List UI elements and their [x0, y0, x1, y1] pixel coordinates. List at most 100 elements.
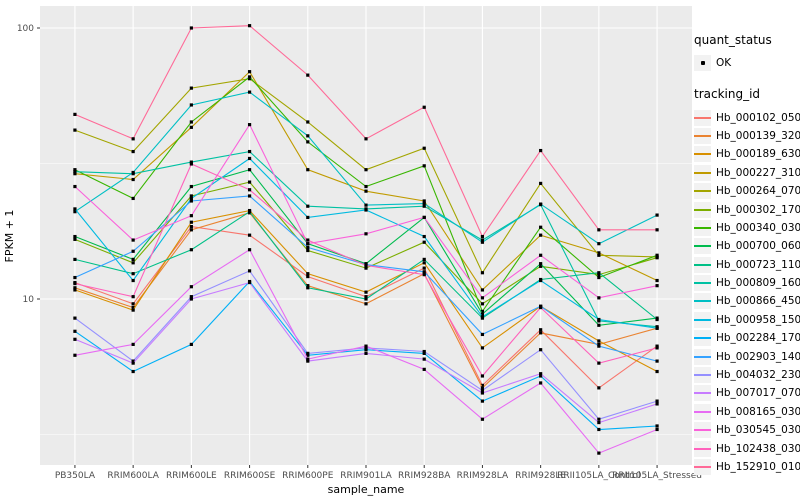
data-point — [422, 199, 426, 203]
x-axis-title: sample_name — [328, 483, 405, 496]
data-point — [539, 305, 543, 310]
data-point — [131, 177, 135, 182]
data-point — [480, 399, 485, 403]
legend-item-Hb_000139_320: Hb_000139_320 — [694, 127, 800, 145]
data-point — [247, 188, 252, 192]
data-point — [73, 207, 77, 211]
x-tick-label: RRIM600LE — [166, 471, 217, 481]
data-point — [597, 275, 601, 280]
series-Hb_007017_070 — [73, 280, 659, 425]
data-point — [131, 342, 135, 346]
legend-item-Hb_000723_110: Hb_000723_110 — [694, 256, 800, 274]
data-point — [422, 257, 426, 261]
data-point — [480, 388, 485, 392]
legend-item-label: Hb_152910_010 — [716, 461, 800, 473]
data-point — [73, 128, 77, 132]
data-point — [422, 270, 426, 274]
data-point — [247, 123, 252, 127]
data-point — [364, 208, 368, 212]
line-marker-icon — [694, 429, 711, 432]
line-marker-icon — [694, 282, 711, 285]
data-point — [597, 271, 601, 275]
data-point — [655, 228, 659, 232]
data-point — [131, 149, 135, 154]
data-point — [480, 240, 485, 244]
x-tick-label: RRIM928BA — [398, 471, 451, 481]
legend-item-Hb_000958_150: Hb_000958_150 — [694, 311, 800, 329]
y-axis-title: FPKM + 1 — [3, 210, 16, 263]
series-Hb_002284_170 — [73, 279, 659, 432]
data-point — [247, 168, 252, 172]
data-point — [73, 353, 77, 357]
legend-item-Hb_000302_170: Hb_000302_170 — [694, 200, 800, 218]
data-point — [480, 383, 485, 387]
legend-key — [694, 293, 711, 310]
data-point — [306, 272, 310, 276]
data-point — [364, 295, 368, 299]
line-marker-icon — [694, 171, 711, 174]
data-point — [480, 234, 485, 239]
line-marker-icon — [694, 466, 711, 468]
data-point — [131, 278, 135, 283]
data-point — [655, 359, 659, 363]
data-point — [422, 105, 426, 109]
data-point — [73, 237, 77, 241]
data-point — [655, 399, 659, 403]
data-point — [131, 305, 135, 310]
data-point — [131, 359, 135, 363]
legend-item-label: Hb_102438_030 — [716, 442, 800, 455]
legend-key — [694, 385, 711, 402]
data-point — [364, 184, 368, 189]
data-point — [422, 351, 426, 355]
data-point — [131, 137, 135, 141]
data-point — [306, 286, 310, 290]
data-point — [655, 256, 659, 260]
data-point — [422, 367, 426, 371]
line-marker-icon — [694, 447, 711, 450]
data-point — [480, 332, 485, 337]
data-point — [539, 148, 543, 153]
legend-item-Hb_000227_310: Hb_000227_310 — [694, 164, 800, 182]
data-point — [364, 302, 368, 306]
x-tick-label: RRIM600SE — [224, 471, 276, 481]
data-point — [539, 374, 543, 378]
data-point — [247, 156, 252, 161]
data-point — [480, 288, 485, 292]
data-point — [73, 172, 77, 176]
data-point — [189, 196, 193, 201]
legend-title-quant-status: quant_status — [694, 33, 772, 47]
plot-panel — [40, 6, 692, 465]
data-point — [131, 249, 135, 253]
data-point — [422, 204, 426, 208]
data-point — [73, 210, 77, 214]
data-point — [131, 302, 135, 306]
legend-item-label: Hb_000340_030 — [716, 221, 800, 234]
legend-item-Hb_007017_070: Hb_007017_070 — [694, 384, 800, 402]
data-point — [247, 90, 252, 94]
legend-key — [694, 422, 711, 439]
data-point — [480, 346, 485, 350]
series-Hb_000866_450 — [73, 90, 659, 246]
data-point — [655, 427, 659, 432]
x-tick-label: RRIM600LA — [107, 471, 159, 481]
legend-key — [694, 127, 711, 144]
data-point — [364, 348, 368, 352]
data-point — [306, 353, 310, 357]
data-point — [306, 245, 310, 250]
legend-key — [694, 403, 711, 420]
data-point — [597, 253, 601, 257]
data-point — [131, 295, 135, 299]
data-point — [247, 210, 252, 214]
line-marker-icon — [694, 263, 711, 266]
legend-key — [694, 330, 711, 347]
data-point — [597, 420, 601, 425]
legend-item-Hb_008165_030: Hb_008165_030 — [694, 403, 800, 421]
y-tick-label: 10 — [23, 295, 35, 305]
data-point — [422, 146, 426, 150]
data-point — [539, 202, 543, 206]
data-point — [73, 275, 77, 280]
data-point — [422, 215, 426, 220]
data-point — [597, 317, 601, 322]
data-point — [247, 149, 252, 154]
